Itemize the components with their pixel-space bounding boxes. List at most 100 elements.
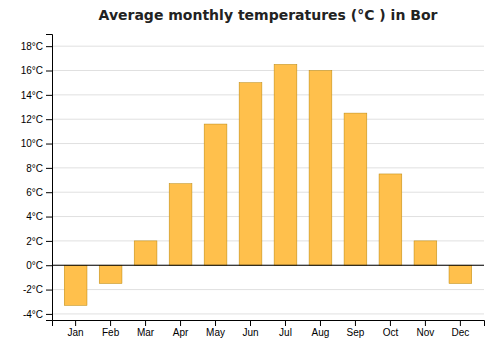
y-tick-mark [46,119,52,120]
chart: Jan Feb Mar Apr May Jun Jul Aug Sep Oct Nov Dec -4°C… [0,0,500,350]
x-tick-mark [320,320,321,326]
y-tick: 10°C [21,138,52,149]
grid-line [52,192,484,193]
grid-line [52,119,484,120]
x-tick: Feb [102,320,120,338]
bar [204,124,227,265]
x-tick: Dec [451,320,469,338]
y-tick-mark [46,314,52,315]
grid-line [52,143,484,144]
x-tick-mark [215,320,216,326]
x-tick-label: Dec [451,327,469,338]
y-tick: 2°C [26,236,52,247]
x-tick-mark [390,320,391,326]
y-tick-mark [46,71,52,72]
y-tick-mark [46,265,52,266]
bar [64,265,87,305]
y-tick-label: 0°C [26,260,43,271]
y-axis: -4°C -2°C 0°C 2°C 4°C 6°C 8°C 10°C 12°C 14°C 16°C 1… [21,35,53,321]
x-tick-mark [75,320,76,326]
y-tick: 4°C [26,211,52,222]
grid-line [52,70,484,71]
grid [52,46,484,314]
x-tick-mark [355,320,356,326]
y-tick-mark [46,46,52,47]
bar [274,64,297,265]
x-tick: Mar [137,320,155,338]
bar [99,265,122,283]
grid-line [52,289,484,290]
y-tick-label: 4°C [26,211,43,222]
bar [379,174,402,265]
y-tick-label: 2°C [26,236,43,247]
y-tick-label: 16°C [21,65,43,76]
grid-line [52,265,484,266]
bar [449,265,472,283]
x-tick-mark [180,320,181,326]
bar [169,184,192,266]
bar [134,241,157,265]
x-tick: Jun [242,320,258,338]
bars [52,64,484,305]
y-tick: 12°C [21,114,52,125]
x-tick-label: Jan [68,327,84,338]
x-tick-label: Nov [417,327,435,338]
y-tick-mark [46,192,52,193]
y-tick-label: 10°C [21,138,43,149]
y-tick-mark [46,95,52,96]
title: Average monthly temperatures (°C ) in Bo… [99,7,438,23]
bar [414,241,437,265]
x-tick-label: Feb [102,327,120,338]
y-tick: 8°C [26,163,52,174]
grid-line [52,167,484,168]
zero-line [52,265,484,266]
y-tick-mark [46,168,52,169]
x-tick-mark [145,320,146,326]
x-tick-label: Apr [173,327,189,338]
x-tick: Nov [417,320,435,338]
y-tick-label: 18°C [21,41,43,52]
x-tick: Apr [173,320,189,338]
x-tick-mark [250,320,251,326]
grid-line [52,313,484,314]
x-tick-label: Jul [279,327,292,338]
y-tick: 18°C [21,41,52,52]
y-tick: -4°C [23,309,52,320]
x-tick: Oct [383,320,399,338]
y-tick-label: -2°C [23,284,43,295]
x-tick: Sep [347,320,365,338]
y-tick: -2°C [23,284,52,295]
x-tick-label: Oct [383,327,399,338]
bar [344,113,367,265]
x-tick-mark [425,320,426,326]
x-tick-label: Aug [312,327,330,338]
y-tick: 0°C [26,260,52,271]
y-tick-label: -4°C [23,309,43,320]
y-tick-label: 12°C [21,114,43,125]
x-tick-mark [110,320,111,326]
x-tick: Jan [68,320,84,338]
plot: Jan Feb Mar Apr May Jun Jul Aug Sep Oct Nov Dec -4°C… [21,35,485,339]
grid-line [52,46,484,47]
y-tick-mark [46,290,52,291]
y-tick-label: 8°C [26,163,43,174]
bar [309,71,332,266]
x-tick-mark [460,320,461,326]
x-tick: May [206,320,225,338]
y-tick-label: 6°C [26,187,43,198]
x-tick-label: Mar [137,327,155,338]
x-axis: Jan Feb Mar Apr May Jun Jul Aug Sep Oct Nov Dec [53,320,485,338]
y-tick-mark [46,144,52,145]
bar [239,83,262,266]
grid-line [52,94,484,95]
x-tick-label: Jun [242,327,258,338]
y-tick: 16°C [21,65,52,76]
x-tick: Aug [312,320,330,338]
y-axis-line [46,35,53,321]
x-tick-label: May [206,327,225,338]
y-tick-label: 14°C [21,90,43,101]
x-tick-label: Sep [347,327,365,338]
y-tick-mark [46,241,52,242]
y-tick: 14°C [21,90,52,101]
grid-line [52,216,484,217]
